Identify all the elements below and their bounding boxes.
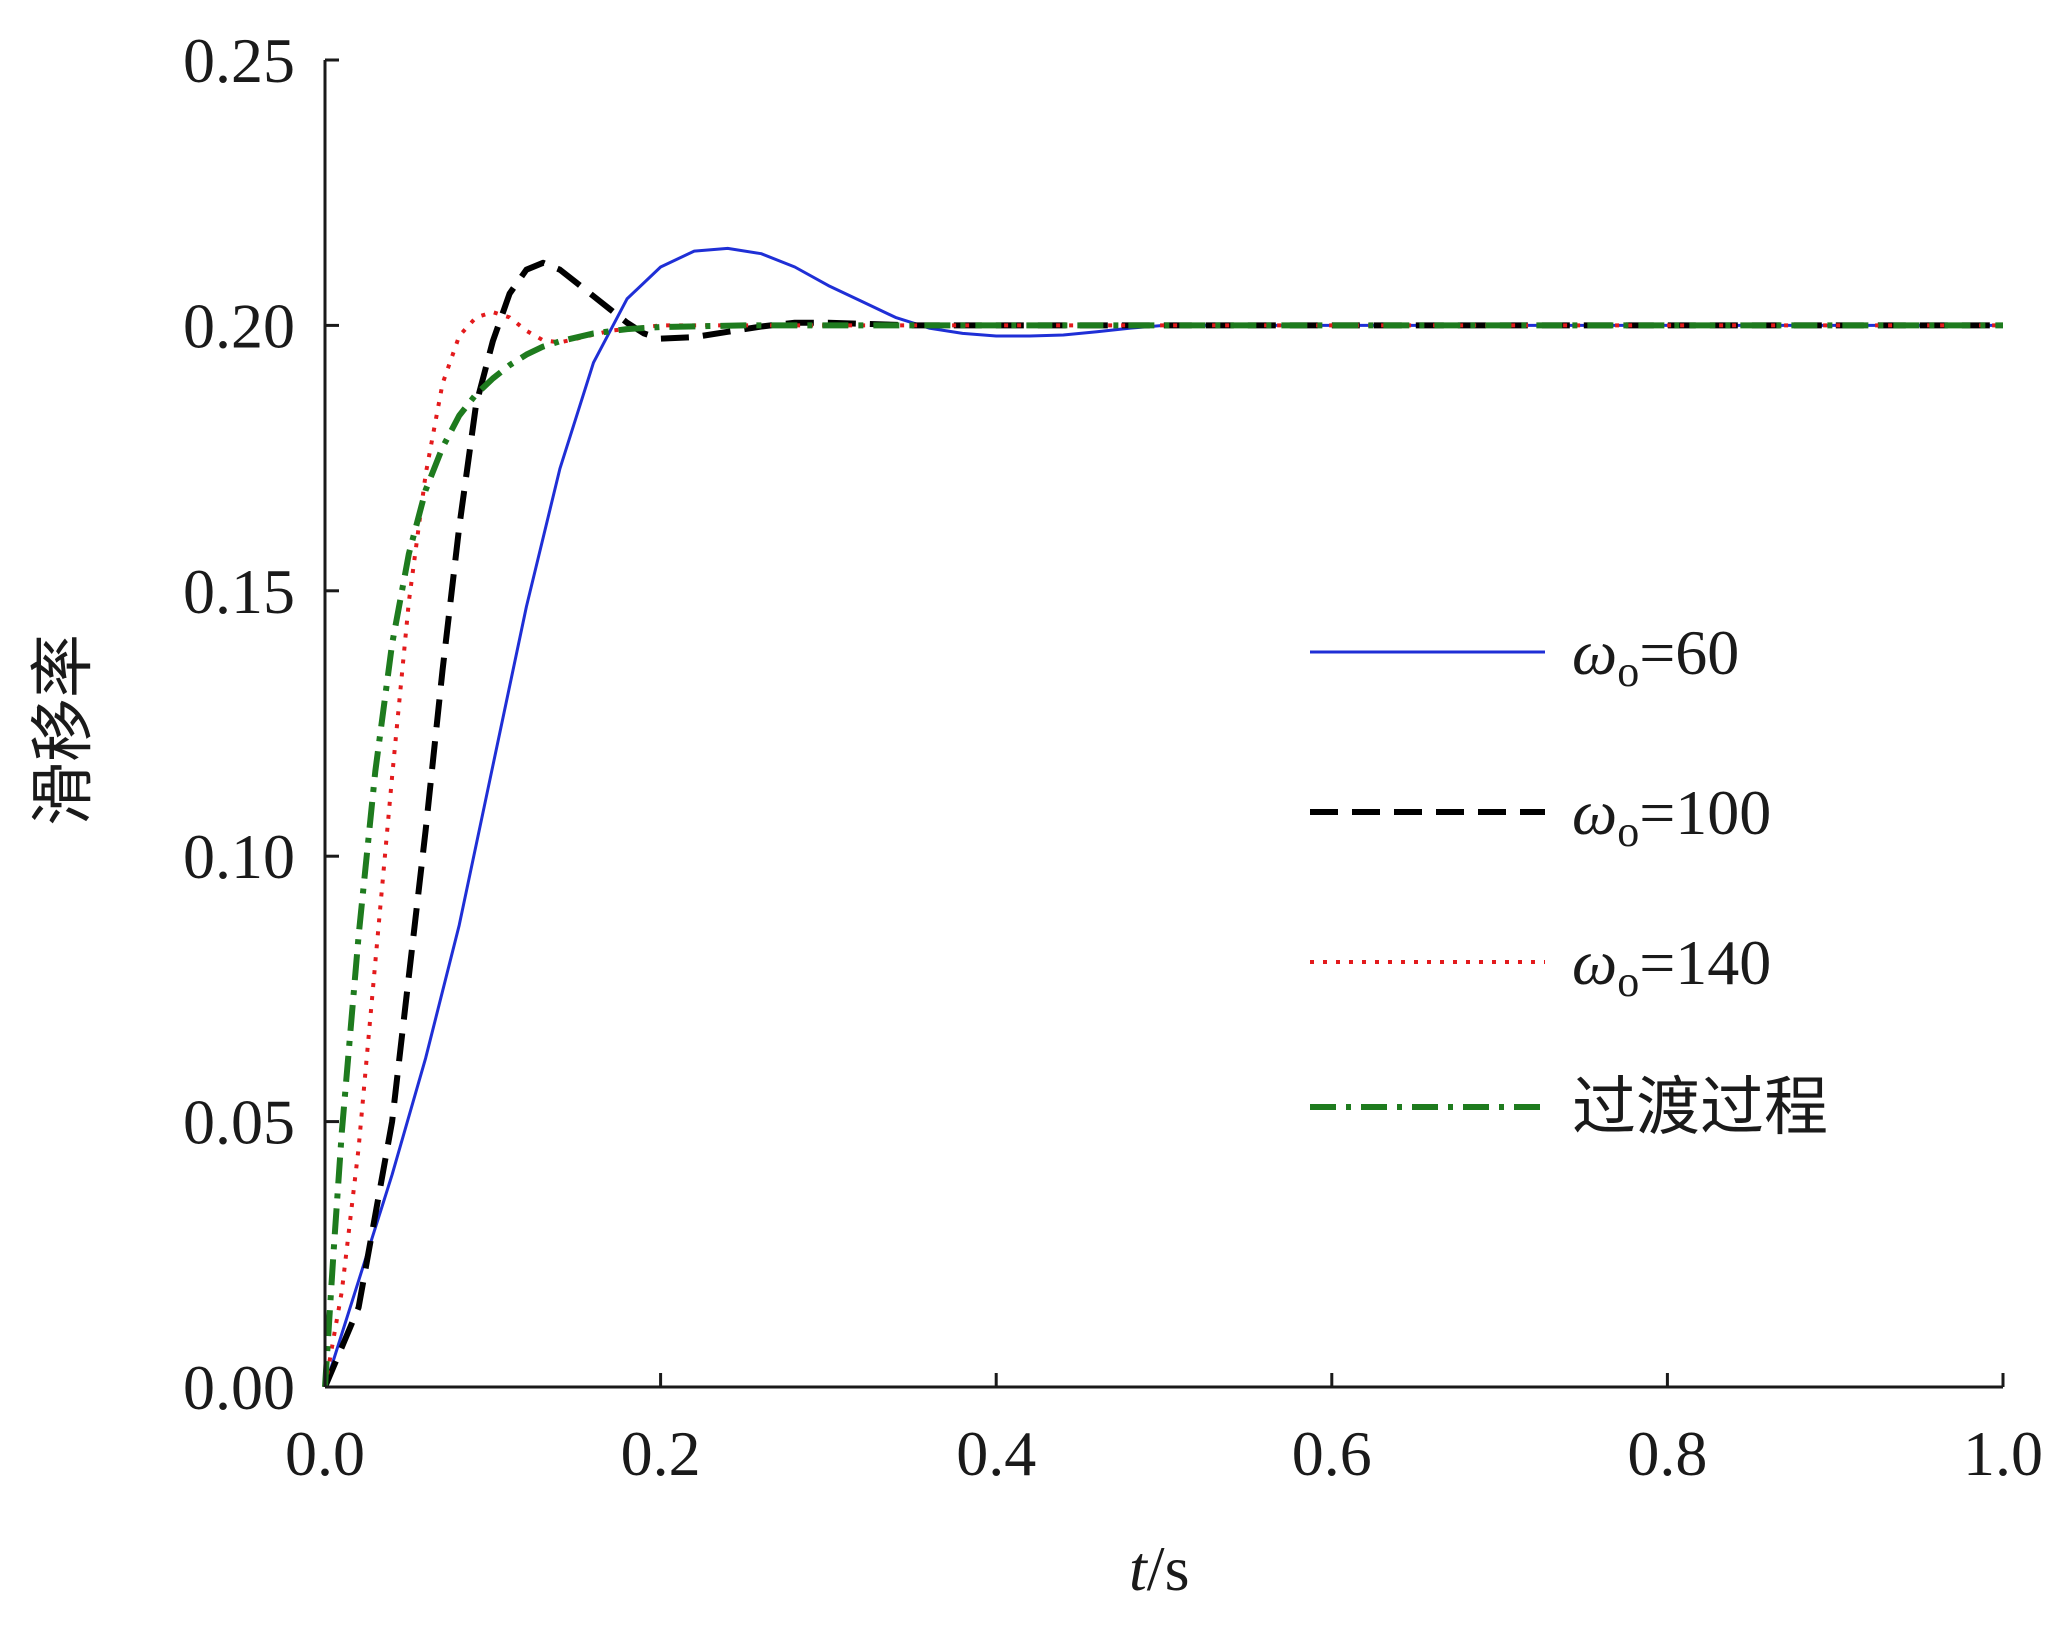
y-axis-title: 滑移率 bbox=[27, 634, 101, 826]
axes-layer: 0.00 0.05 0.10 0.15 0.20 0.25 0.0 0.2 0.4 0.6 0.8 1… bbox=[27, 25, 2043, 1604]
legend-symbol: ω bbox=[1572, 927, 1617, 998]
legend-symbol: ω bbox=[1572, 617, 1617, 688]
x-tick-label: 0.0 bbox=[285, 1418, 365, 1489]
x-tick-label: 0.8 bbox=[1627, 1418, 1707, 1489]
legend-symbol: ω bbox=[1572, 777, 1617, 848]
legend-label-4: 过渡过程 bbox=[1572, 1071, 1828, 1145]
y-tick-label: 0.00 bbox=[183, 1352, 295, 1423]
legend-subscript: o bbox=[1617, 647, 1639, 696]
y-tick-label: 0.20 bbox=[183, 290, 295, 361]
legend-value: =100 bbox=[1639, 777, 1771, 848]
x-tick-label: 0.2 bbox=[621, 1418, 701, 1489]
y-tick-label: 0.15 bbox=[183, 556, 295, 627]
x-axis-title-unit: /s bbox=[1147, 1533, 1190, 1604]
series-layer bbox=[322, 246, 2003, 1389]
x-tick-label: 0.6 bbox=[1292, 1418, 1372, 1489]
legend-label-1: ωo=60 bbox=[1572, 617, 1739, 696]
legend-subscript: o bbox=[1617, 807, 1639, 856]
legend-value: =60 bbox=[1639, 617, 1739, 688]
legend-label-3: ωo=140 bbox=[1572, 927, 1771, 1006]
legend-value: =140 bbox=[1639, 927, 1771, 998]
y-tick-label: 0.10 bbox=[183, 821, 295, 892]
x-tick-label: 1.0 bbox=[1963, 1418, 2043, 1489]
series-line-3 bbox=[323, 310, 2003, 1388]
series-line-4 bbox=[322, 322, 2003, 1388]
x-axis-title-variable: t bbox=[1129, 1533, 1149, 1604]
y-tick-label: 0.05 bbox=[183, 1087, 295, 1158]
legend-label-2: ωo=100 bbox=[1572, 777, 1771, 856]
x-axis-title: t/s bbox=[1129, 1533, 1189, 1604]
y-tick-label: 0.25 bbox=[183, 25, 295, 96]
legend-subscript: o bbox=[1617, 957, 1639, 1006]
x-tick-label: 0.4 bbox=[956, 1418, 1036, 1489]
